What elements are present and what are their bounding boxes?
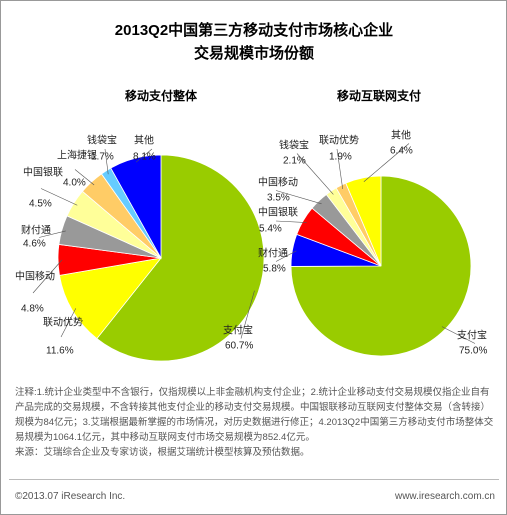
slice-label: 其他 [391, 129, 411, 142]
slice-label: 中国移动 [258, 176, 298, 189]
value-label: 75.0% [459, 346, 487, 357]
pie-slice [345, 175, 382, 267]
slice-label: 联动优势 [43, 316, 83, 329]
value-label: 5.8% [263, 264, 286, 275]
slice-label: 财付通 [258, 247, 288, 260]
value-label: 11.6% [46, 346, 74, 357]
leader-line [275, 190, 322, 205]
leader-line [74, 169, 95, 186]
footer: ©2013.07 iResearch Inc. www.iresearch.co… [15, 491, 495, 502]
leader-line [240, 290, 255, 339]
separator [9, 479, 499, 480]
slice-label: 联动优势 [319, 134, 359, 147]
leader-line [32, 259, 63, 294]
pie-title: 移动互联网支付 [337, 88, 421, 103]
slice-label: 钱袋宝 [279, 139, 309, 152]
slice-label: 钱袋宝 [87, 134, 117, 147]
chart: 2013Q2中国第三方移动支付市场核心企业 交易规模市场份额 移动支付整体支付宝… [15, 21, 487, 362]
leader-line [40, 188, 78, 206]
slice-label: 中国移动 [15, 270, 55, 283]
leader-line [336, 148, 344, 190]
leader-line [275, 220, 307, 223]
pie-slice [110, 154, 162, 260]
value-label: 4.8% [21, 304, 44, 315]
source: 来源：艾瑞综合企业及专家访谈，根据艾瑞统计模型核算及预估数据。 [15, 447, 310, 458]
leader-line [104, 148, 109, 175]
copyright: ©2013.07 iResearch Inc. [15, 491, 126, 502]
value-label: 1.9% [329, 152, 352, 163]
chart-title: 交易规模市场份额 [194, 44, 314, 62]
leader-line [135, 148, 153, 163]
slice-label: 中国银联 [258, 206, 298, 219]
slice-label: 其他 [134, 134, 154, 147]
leader-line [296, 153, 334, 195]
value-label: 4.5% [29, 199, 52, 210]
value-label: 8.1% [133, 152, 156, 163]
leader-line [441, 326, 476, 344]
leader-line [60, 308, 77, 338]
value-label: 4.6% [23, 239, 46, 250]
value-label: 3.5% [267, 193, 290, 204]
value-label: 1.7% [91, 152, 114, 163]
value-label: 2.1% [283, 156, 306, 167]
leader-line [275, 250, 297, 262]
value-label: 60.7% [225, 341, 253, 352]
value-label: 6.4% [390, 146, 413, 157]
slice-label: 支付宝 [223, 324, 253, 337]
leader-line [363, 143, 410, 182]
slice-label: 上海捷银 [57, 149, 97, 162]
pie-slice [59, 257, 162, 340]
note: 注释:1.统计企业类型中不含银行，仅指规模以上非金融机构支付企业；2.统计企业移… [15, 387, 494, 443]
pie-slice [96, 154, 265, 362]
slice-label: 财付通 [21, 224, 51, 237]
value-label: 5.4% [259, 224, 282, 235]
leader-line [38, 230, 66, 238]
value-label: 4.0% [63, 178, 86, 189]
pie-title: 移动支付整体 [125, 88, 198, 103]
website: www.iresearch.com.cn [394, 491, 495, 502]
slice-label: 中国银联 [23, 166, 63, 179]
chart-title: 2013Q2中国第三方移动支付市场核心企业 [115, 21, 393, 39]
slice-label: 支付宝 [457, 329, 487, 342]
notes: 注释:1.统计企业类型中不含银行，仅指规模以上非金融机构支付企业；2.统计企业移… [15, 385, 497, 460]
